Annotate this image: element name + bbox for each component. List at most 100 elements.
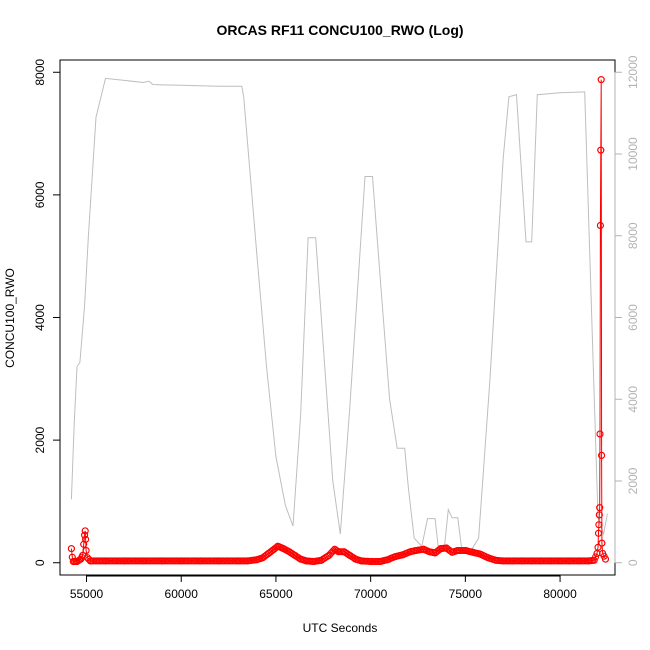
data-point: [234, 557, 242, 565]
x-axis-label: UTC Seconds: [303, 621, 378, 635]
data-point: [399, 551, 407, 559]
data-point: [590, 556, 598, 564]
data-point: [329, 547, 337, 555]
data-point: [431, 549, 439, 557]
data-point: [595, 529, 602, 537]
data-point: [139, 557, 147, 565]
series-layer: [67, 76, 609, 565]
data-point: [596, 504, 604, 512]
x-tick-label: 80000: [543, 587, 577, 601]
data-point: [575, 557, 583, 565]
y-tick-label: 8000: [33, 59, 47, 86]
data-point: [68, 553, 76, 561]
data-point: [317, 556, 325, 564]
data-point: [367, 558, 375, 565]
data-point: [556, 557, 564, 565]
data-point: [537, 557, 545, 565]
data-point: [196, 557, 204, 565]
chart-title: ORCAS RF11 CONCU100_RWO (Log): [216, 22, 463, 38]
x-tick-label: 60000: [165, 587, 199, 601]
data-point: [340, 548, 348, 556]
data-point: [391, 553, 399, 561]
data-point: [492, 556, 500, 564]
data-point: [384, 556, 392, 564]
data-point: [177, 557, 185, 565]
data-point: [102, 557, 109, 565]
data-point: [291, 551, 299, 559]
data-point: [592, 553, 600, 561]
data-point: [420, 545, 428, 553]
data-point: [461, 547, 469, 554]
data-point: [73, 558, 81, 565]
y-axis-label: CONCU100_RWO: [3, 268, 17, 368]
y2-tick-label: 4000: [626, 386, 640, 413]
data-point: [310, 558, 318, 565]
data-point: [594, 543, 602, 551]
data-point: [454, 547, 462, 554]
data-point: [484, 554, 492, 562]
data-point: [331, 545, 339, 553]
data-point: [81, 527, 89, 535]
data-point: [264, 550, 272, 557]
data-point: [597, 76, 605, 84]
data-point: [376, 558, 384, 565]
data-point: [357, 557, 365, 565]
y2-tick-label: 12000: [626, 55, 640, 89]
data-point: [547, 557, 555, 565]
data-point: [596, 430, 604, 438]
data-point: [442, 544, 450, 552]
data-point: [67, 545, 75, 553]
data-point: [302, 557, 310, 565]
data-point: [518, 557, 526, 565]
data-point: [598, 539, 606, 547]
data-point: [158, 557, 166, 565]
data-point: [120, 557, 128, 565]
data-point: [477, 550, 484, 558]
plot-frame: [59, 59, 616, 576]
data-point: [82, 547, 90, 554]
y2-tick-label: 8000: [626, 222, 640, 249]
y2-tick-label: 6000: [626, 304, 640, 331]
x-tick-label: 65000: [259, 587, 293, 601]
data-point: [595, 511, 603, 519]
data-point: [602, 555, 609, 563]
data-point: [566, 557, 573, 565]
data-point: [86, 557, 94, 565]
primary-series-line: [70, 79, 606, 563]
data-point: [597, 146, 605, 154]
data-point: [69, 558, 77, 565]
data-point: [325, 551, 333, 559]
data-point: [412, 547, 420, 554]
data-point: [244, 557, 251, 565]
data-point: [215, 557, 223, 565]
y-tick-label: 4000: [33, 304, 47, 331]
data-point: [595, 521, 603, 529]
secondary-series-line: [70, 77, 608, 554]
data-point: [280, 545, 287, 553]
data-point: [285, 548, 293, 556]
axes-layer: 55000 60000 65000 70000 75000 800000200040006…: [33, 55, 640, 601]
y2-tick-label: 0: [626, 559, 640, 566]
y-tick-label: 0: [33, 559, 47, 566]
data-point: [346, 551, 354, 559]
data-point: [499, 557, 507, 565]
data-point: [259, 554, 267, 562]
data-point: [274, 542, 282, 550]
data-point: [528, 557, 536, 565]
y-tick-label: 2000: [33, 426, 47, 453]
x-tick-label: 70000: [354, 587, 388, 601]
y2-tick-label: 10000: [626, 137, 640, 171]
data-point: [469, 548, 477, 556]
data-point: [509, 557, 517, 565]
data-point: [77, 555, 85, 563]
data-point: [596, 222, 604, 229]
data-point: [81, 531, 89, 539]
x-tick-label: 75000: [449, 587, 483, 601]
x-tick-label: 55000: [70, 587, 104, 601]
y2-tick-label: 2000: [626, 467, 640, 494]
y-tick-label: 6000: [33, 181, 47, 208]
data-point: [598, 451, 606, 459]
data-point: [82, 535, 90, 543]
data-point: [599, 550, 607, 557]
